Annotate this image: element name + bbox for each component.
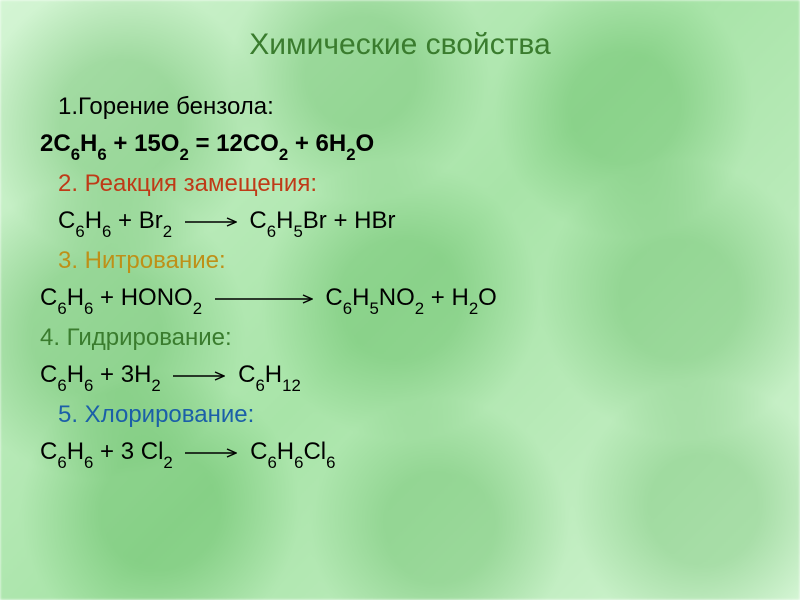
equation-1: 2C6H6 + 15O2 = 12CO2 + 6H2O <box>40 125 760 165</box>
eq5-rhs: C6H6Cl6 <box>250 438 335 465</box>
eq4-rhs: C6H12 <box>238 361 301 388</box>
eq3-lhs: C6H6 + HONO2 <box>40 284 202 311</box>
heading-5: 5. Хлорирование: <box>40 396 760 433</box>
eq4-lhs: C6H6 + 3H2 <box>40 361 161 388</box>
heading-1: 1.Горение бензола: <box>40 88 760 125</box>
heading-4: 4. Гидрирование: <box>40 319 760 356</box>
eq2-lhs: C6H6 + Br2 <box>58 207 172 234</box>
heading-3: 3. Нитрование: <box>40 242 760 279</box>
arrow-icon <box>185 217 237 227</box>
equation-3: C6H6 + HONO2 C6H5NO2 + H2O <box>40 279 760 319</box>
arrow-icon <box>215 294 313 304</box>
eq3-rhs: C6H5NO2 + H2O <box>325 284 496 311</box>
arrow-icon <box>173 371 225 381</box>
slide: Химические свойства 1.Горение бензола: 2… <box>0 0 800 600</box>
equation-2: C6H6 + Br2 C6H5Br + HBr <box>40 202 760 242</box>
arrow-icon <box>185 448 237 458</box>
slide-content: 1.Горение бензола: 2C6H6 + 15O2 = 12CO2 … <box>40 88 760 473</box>
eq2-rhs: C6H5Br + HBr <box>249 207 395 234</box>
equation-5: C6H6 + 3 Cl2 C6H6Cl6 <box>40 433 760 473</box>
equation-4: C6H6 + 3H2 C6H12 <box>40 356 760 396</box>
heading-2: 2. Реакция замещения: <box>40 165 760 202</box>
slide-title: Химические свойства <box>40 28 760 62</box>
eq5-lhs: C6H6 + 3 Cl2 <box>40 438 173 465</box>
